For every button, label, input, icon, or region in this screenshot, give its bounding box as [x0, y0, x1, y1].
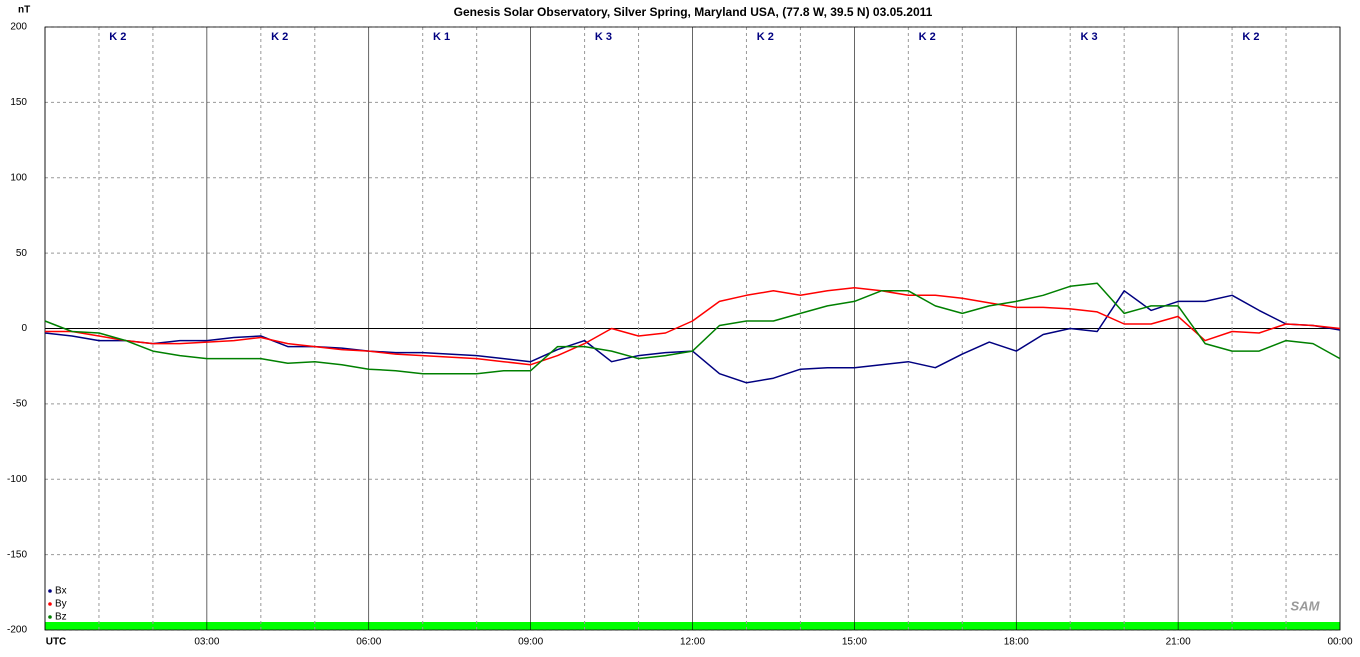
chart-title: Genesis Solar Observatory, Silver Spring… [454, 5, 933, 19]
logo: SAM [1291, 598, 1321, 613]
y-tick-label: -100 [7, 474, 27, 485]
y-tick-label: 50 [16, 248, 28, 259]
x-tick-label: 18:00 [1004, 637, 1029, 648]
legend-label: Bz [55, 612, 67, 623]
k-index: K 2 [919, 31, 936, 43]
x-tick-label: UTC [46, 637, 67, 648]
y-tick-label: 100 [10, 172, 27, 183]
k-index: K 2 [271, 31, 288, 43]
series-line [44, 282, 1341, 375]
x-tick-label: 15:00 [842, 637, 867, 648]
series-line [45, 287, 1341, 366]
k-index: K 1 [433, 31, 450, 43]
k-index: K 3 [1081, 31, 1098, 43]
k-index: K 2 [1242, 31, 1259, 43]
k-index: K 3 [595, 31, 612, 43]
y-tick-label: -150 [7, 549, 27, 560]
legend-label: Bx [55, 586, 67, 597]
x-tick-label: 06:00 [356, 637, 381, 648]
y-tick-label: 150 [10, 97, 27, 108]
y-tick-label: -200 [7, 625, 27, 636]
x-tick-label: 12:00 [680, 637, 705, 648]
x-tick-label: 09:00 [518, 637, 543, 648]
y-tick-label: 0 [21, 323, 27, 334]
y-tick-label: -50 [13, 399, 28, 410]
legend-marker [48, 589, 52, 593]
k-index: K 2 [109, 31, 126, 43]
x-tick-label: 00:00 [1327, 637, 1352, 648]
x-tick-label: 03:00 [194, 637, 219, 648]
legend-label: By [55, 599, 67, 610]
legend-marker [48, 602, 52, 606]
x-tick-label: 21:00 [1166, 637, 1191, 648]
y-axis-label: nT [18, 5, 30, 16]
y-tick-label: 200 [10, 22, 27, 33]
k-index: K 2 [757, 31, 774, 43]
legend-marker [48, 615, 52, 619]
